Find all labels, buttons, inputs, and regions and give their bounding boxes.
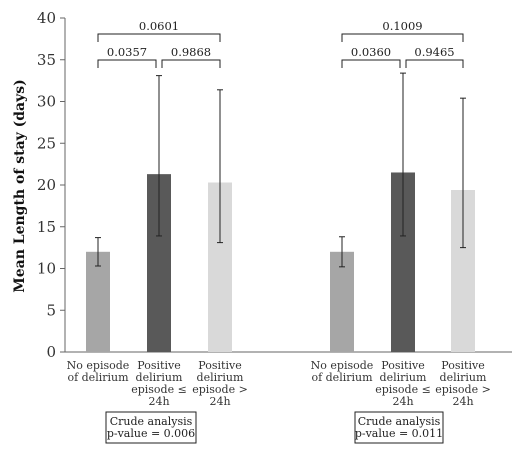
p-value-label: 0.0601 xyxy=(139,19,179,33)
p-value-label: 0.0357 xyxy=(107,45,147,59)
category-label-line: Positive xyxy=(198,359,241,372)
category-label-line: delirium xyxy=(136,371,183,384)
y-tick-label: 0 xyxy=(46,343,56,361)
comparison-bracket xyxy=(341,59,401,68)
y-tick-label: 30 xyxy=(37,93,56,111)
category-label: Positive delirium episode ≤24h xyxy=(375,359,431,408)
category-label-line: of delirium xyxy=(67,371,129,384)
category-label: No episode of delirium xyxy=(67,359,130,384)
category-label-line: delirium xyxy=(197,371,244,384)
category-label-line: episode > xyxy=(192,383,248,396)
category-label-line: episode ≤ xyxy=(131,383,187,396)
y-axis-label: Mean Length of stay (days) xyxy=(12,79,28,293)
crude-analysis-text: Crude analysis xyxy=(358,415,441,428)
p-value-label: 0.0360 xyxy=(351,45,391,59)
y-tick-label: 25 xyxy=(37,134,56,152)
category-label: Positive delirium episode ≤24h xyxy=(131,359,187,408)
crude-analysis-box xyxy=(354,411,444,444)
category-label-line: 24h xyxy=(148,395,169,408)
crude-analysis-text: p-value = 0.006 xyxy=(107,427,195,440)
comparison-bracket xyxy=(341,33,464,42)
category-label-line: delirium xyxy=(440,371,487,384)
category-label: Positive delirium episode >24h xyxy=(435,359,491,408)
crude-analysis-text: p-value = 0.011 xyxy=(355,427,443,440)
category-label-line: Positive xyxy=(381,359,424,372)
category-label-line: delirium xyxy=(380,371,427,384)
p-value-label: 0.9465 xyxy=(414,45,454,59)
y-tick-label: 35 xyxy=(37,51,56,69)
y-tick-label: 40 xyxy=(37,9,56,27)
category-label: No episode of delirium xyxy=(311,359,374,384)
p-value-label: 0.9868 xyxy=(171,45,211,59)
comparison-bracket xyxy=(97,33,221,42)
category-label-line: 24h xyxy=(209,395,230,408)
crude-analysis-text: Crude analysis xyxy=(110,415,193,428)
category-label-line: Positive xyxy=(137,359,180,372)
axes: 0 5 10 15 20 25 30 35 40 xyxy=(37,9,512,361)
category-label-line: 24h xyxy=(392,395,413,408)
y-tick-label: 5 xyxy=(46,301,56,319)
y-tick-label: 20 xyxy=(37,176,56,194)
category-label-line: No episode xyxy=(67,359,130,372)
bar xyxy=(86,251,110,352)
category-label-line: 24h xyxy=(452,395,473,408)
category-label: Positive delirium episode >24h xyxy=(192,359,248,408)
category-label-line: episode > xyxy=(435,383,491,396)
y-tick-label: 10 xyxy=(37,260,56,278)
category-label-line: No episode xyxy=(311,359,374,372)
category-label-line: Positive xyxy=(441,359,484,372)
category-label-line: of delirium xyxy=(311,371,373,384)
bar xyxy=(330,251,354,352)
comparison-bracket xyxy=(405,59,464,68)
category-label-line: episode ≤ xyxy=(375,383,431,396)
comparison-bracket xyxy=(97,59,157,68)
p-value-label: 0.1009 xyxy=(382,19,422,33)
comparison-bracket xyxy=(161,59,221,68)
y-tick-label: 15 xyxy=(37,218,56,236)
crude-analysis-box xyxy=(105,411,197,444)
